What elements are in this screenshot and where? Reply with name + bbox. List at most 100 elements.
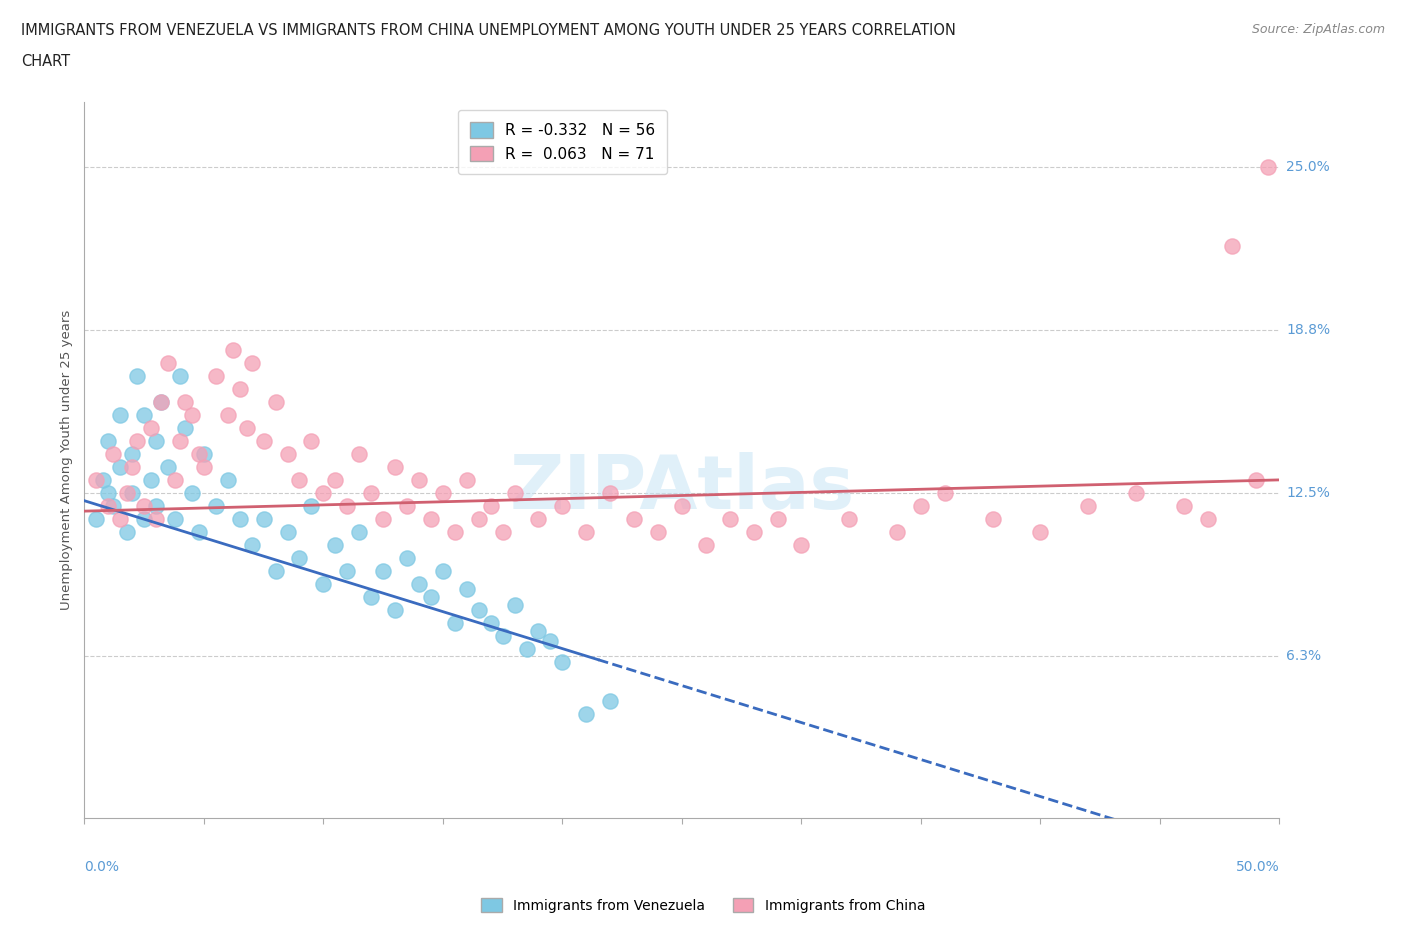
Point [288,551,311,565]
Point [479,498,502,513]
Point [647,525,669,539]
Point [276,446,298,461]
Point [1125,485,1147,500]
Point [467,603,491,618]
Point [84,472,107,487]
Point [456,582,478,597]
Point [149,394,172,409]
Point [132,498,156,513]
Point [671,498,693,513]
Point [467,512,491,526]
Point [93,472,115,487]
Point [228,512,252,526]
Point [253,433,276,448]
Point [84,512,107,526]
Point [125,368,148,383]
Point [336,564,359,578]
Point [217,472,239,487]
Point [276,525,298,539]
Point [117,525,139,539]
Point [145,512,167,526]
Point [145,498,167,513]
Point [205,368,228,383]
Point [97,498,120,513]
Point [97,433,120,448]
Point [503,597,526,612]
Point [141,472,163,487]
Point [1173,498,1195,513]
Point [323,472,346,487]
Point [444,525,467,539]
Text: 0.0%: 0.0% [84,860,120,874]
Text: Source: ZipAtlas.com: Source: ZipAtlas.com [1251,23,1385,36]
Y-axis label: Unemployment Among Youth under 25 years: Unemployment Among Youth under 25 years [59,311,73,610]
Point [1220,238,1243,253]
Point [718,512,741,526]
Point [408,472,430,487]
Point [169,368,191,383]
Point [790,538,813,552]
Point [503,485,526,500]
Point [492,629,515,644]
Point [193,459,215,474]
Point [101,446,124,461]
Point [149,394,172,409]
Point [551,498,574,513]
Point [396,498,419,513]
Text: IMMIGRANTS FROM VENEZUELA VS IMMIGRANTS FROM CHINA UNEMPLOYMENT AMONG YOUTH UNDE: IMMIGRANTS FROM VENEZUELA VS IMMIGRANTS … [21,23,956,38]
Point [599,485,621,500]
Point [312,577,335,591]
Point [766,512,789,526]
Point [173,394,195,409]
Point [141,420,163,435]
Point [527,623,550,638]
Point [456,472,478,487]
Point [742,525,765,539]
Text: CHART: CHART [21,54,70,69]
Legend: R = -0.332   N = 56, R =  0.063   N = 71: R = -0.332 N = 56, R = 0.063 N = 71 [457,110,668,174]
Point [360,590,382,604]
Point [132,512,156,526]
Point [121,459,143,474]
Point [432,564,454,578]
Point [444,616,467,631]
Point [419,590,441,604]
Point [110,407,132,422]
Point [110,512,132,526]
Point [264,394,287,409]
Point [538,634,561,649]
Point [408,577,430,591]
Point [240,538,263,552]
Point [623,512,645,526]
Point [121,446,143,461]
Point [169,433,191,448]
Point [981,512,1004,526]
Point [515,642,537,657]
Point [217,407,239,422]
Point [910,498,932,513]
Point [575,707,598,722]
Point [117,485,139,500]
Point [360,485,382,500]
Point [396,551,419,565]
Point [1077,498,1099,513]
Point [838,512,860,526]
Point [240,355,263,370]
Point [253,512,276,526]
Point [934,485,956,500]
Point [479,616,502,631]
Point [384,603,406,618]
Point [432,485,454,500]
Point [886,525,908,539]
Point [323,538,346,552]
Point [695,538,717,552]
Point [180,485,202,500]
Text: ZIPAtlas: ZIPAtlas [509,453,855,525]
Text: 12.5%: 12.5% [1286,485,1330,500]
Point [125,433,148,448]
Point [132,407,156,422]
Point [371,564,394,578]
Point [221,342,243,357]
Point [157,459,180,474]
Point [193,446,215,461]
